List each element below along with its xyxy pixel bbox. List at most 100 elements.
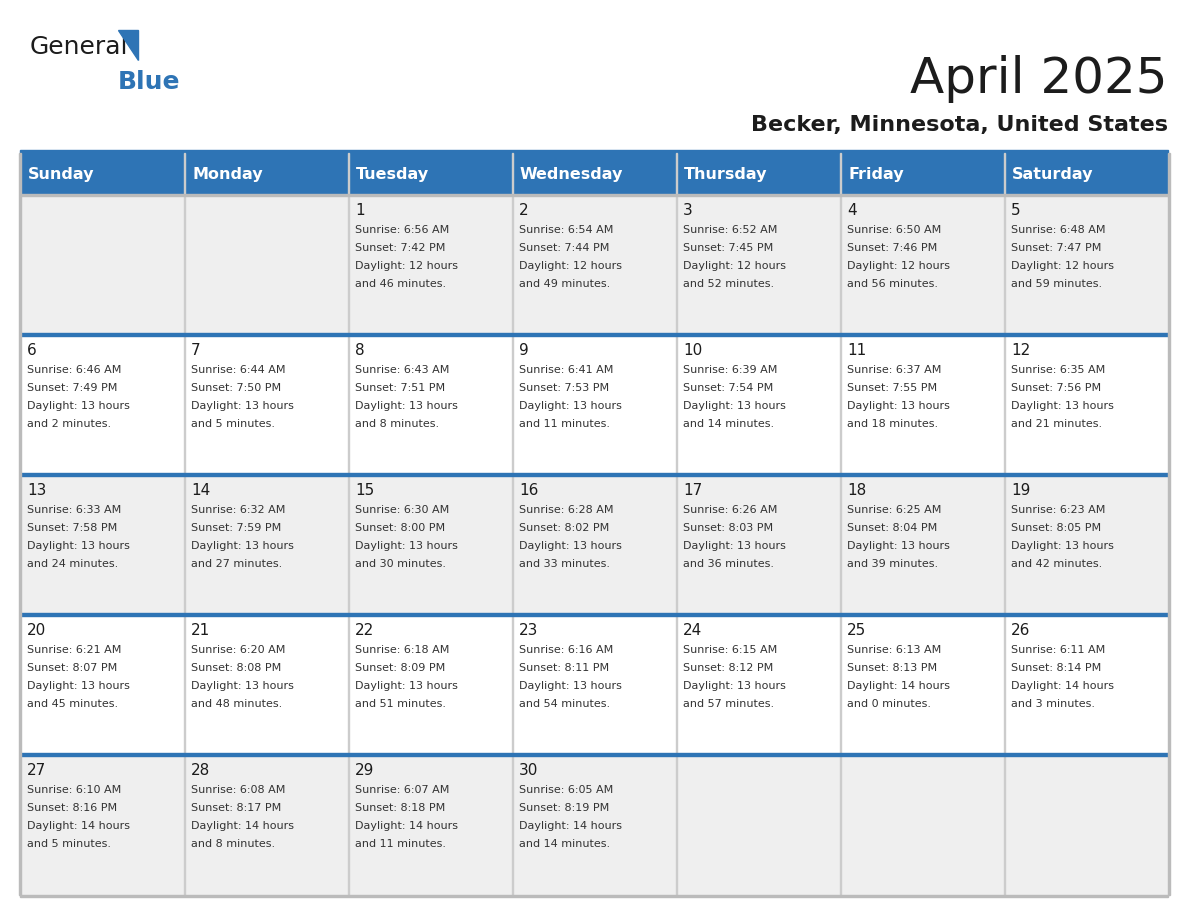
- Text: Sunrise: 6:41 AM: Sunrise: 6:41 AM: [519, 365, 613, 375]
- Text: and 39 minutes.: and 39 minutes.: [847, 559, 939, 569]
- Bar: [20, 613, 1168, 615]
- Text: 4: 4: [847, 203, 857, 218]
- Text: Sunset: 7:47 PM: Sunset: 7:47 PM: [1011, 243, 1101, 253]
- Text: Sunset: 8:09 PM: Sunset: 8:09 PM: [355, 663, 446, 673]
- Text: Sunset: 7:56 PM: Sunset: 7:56 PM: [1011, 383, 1101, 393]
- Text: Sunday: Sunday: [29, 166, 95, 182]
- Text: 1: 1: [355, 203, 365, 218]
- Text: Sunset: 7:55 PM: Sunset: 7:55 PM: [847, 383, 937, 393]
- Bar: [20, 194, 1168, 196]
- Text: Sunrise: 6:33 AM: Sunrise: 6:33 AM: [27, 505, 121, 515]
- Text: and 33 minutes.: and 33 minutes.: [519, 559, 609, 569]
- Text: and 42 minutes.: and 42 minutes.: [1011, 559, 1102, 569]
- Text: General: General: [30, 35, 128, 59]
- Bar: [1168, 153, 1169, 895]
- Text: Sunset: 7:49 PM: Sunset: 7:49 PM: [27, 383, 118, 393]
- Text: Sunrise: 6:35 AM: Sunrise: 6:35 AM: [1011, 365, 1105, 375]
- Text: Sunset: 7:45 PM: Sunset: 7:45 PM: [683, 243, 773, 253]
- Text: 26: 26: [1011, 623, 1030, 638]
- Text: and 56 minutes.: and 56 minutes.: [847, 279, 939, 289]
- Text: 8: 8: [355, 343, 365, 358]
- Text: Daylight: 12 hours: Daylight: 12 hours: [1011, 261, 1114, 271]
- Text: Sunrise: 6:18 AM: Sunrise: 6:18 AM: [355, 645, 449, 655]
- Text: Daylight: 13 hours: Daylight: 13 hours: [191, 541, 293, 551]
- Text: Daylight: 14 hours: Daylight: 14 hours: [191, 821, 293, 831]
- Text: Sunrise: 6:46 AM: Sunrise: 6:46 AM: [27, 365, 121, 375]
- Text: and 21 minutes.: and 21 minutes.: [1011, 419, 1102, 429]
- Text: Sunset: 8:14 PM: Sunset: 8:14 PM: [1011, 663, 1101, 673]
- Text: Sunrise: 6:28 AM: Sunrise: 6:28 AM: [519, 505, 613, 515]
- Text: Sunset: 7:53 PM: Sunset: 7:53 PM: [519, 383, 609, 393]
- Text: Daylight: 13 hours: Daylight: 13 hours: [27, 401, 129, 411]
- Text: Daylight: 13 hours: Daylight: 13 hours: [683, 681, 786, 691]
- Text: 2: 2: [519, 203, 529, 218]
- Text: and 46 minutes.: and 46 minutes.: [355, 279, 447, 289]
- Text: Sunset: 7:46 PM: Sunset: 7:46 PM: [847, 243, 937, 253]
- Text: Daylight: 13 hours: Daylight: 13 hours: [355, 541, 457, 551]
- Bar: [20, 335, 1168, 475]
- Text: Daylight: 14 hours: Daylight: 14 hours: [27, 821, 129, 831]
- Text: and 52 minutes.: and 52 minutes.: [683, 279, 775, 289]
- Text: Sunset: 8:13 PM: Sunset: 8:13 PM: [847, 663, 937, 673]
- Polygon shape: [118, 30, 138, 60]
- Text: and 11 minutes.: and 11 minutes.: [519, 419, 609, 429]
- Text: and 5 minutes.: and 5 minutes.: [27, 839, 110, 849]
- Text: 22: 22: [355, 623, 374, 638]
- Text: and 18 minutes.: and 18 minutes.: [847, 419, 939, 429]
- Bar: [20, 153, 1168, 195]
- Text: 16: 16: [519, 483, 538, 498]
- Text: Sunrise: 6:54 AM: Sunrise: 6:54 AM: [519, 225, 613, 235]
- Text: 12: 12: [1011, 343, 1030, 358]
- Text: Daylight: 13 hours: Daylight: 13 hours: [27, 681, 129, 691]
- Text: 25: 25: [847, 623, 866, 638]
- Text: Sunrise: 6:44 AM: Sunrise: 6:44 AM: [191, 365, 285, 375]
- Text: Daylight: 14 hours: Daylight: 14 hours: [1011, 681, 1114, 691]
- Text: and 8 minutes.: and 8 minutes.: [355, 419, 440, 429]
- Text: 10: 10: [683, 343, 702, 358]
- Text: Sunset: 8:02 PM: Sunset: 8:02 PM: [519, 523, 609, 533]
- Text: Sunset: 7:59 PM: Sunset: 7:59 PM: [191, 523, 282, 533]
- Bar: [20, 755, 1168, 895]
- Text: Sunset: 7:50 PM: Sunset: 7:50 PM: [191, 383, 282, 393]
- Text: Becker, Minnesota, United States: Becker, Minnesota, United States: [751, 115, 1168, 135]
- Text: Sunset: 8:08 PM: Sunset: 8:08 PM: [191, 663, 282, 673]
- Text: 11: 11: [847, 343, 866, 358]
- Bar: [20, 195, 1168, 335]
- Text: Daylight: 14 hours: Daylight: 14 hours: [355, 821, 459, 831]
- Bar: [20, 475, 1168, 615]
- Text: 28: 28: [191, 763, 210, 778]
- Text: Sunrise: 6:08 AM: Sunrise: 6:08 AM: [191, 785, 285, 795]
- Text: 15: 15: [355, 483, 374, 498]
- Text: and 30 minutes.: and 30 minutes.: [355, 559, 446, 569]
- Text: Sunrise: 6:05 AM: Sunrise: 6:05 AM: [519, 785, 613, 795]
- Text: and 27 minutes.: and 27 minutes.: [191, 559, 283, 569]
- Text: 7: 7: [191, 343, 201, 358]
- Text: Daylight: 13 hours: Daylight: 13 hours: [355, 681, 457, 691]
- Text: and 54 minutes.: and 54 minutes.: [519, 699, 611, 709]
- Text: Sunrise: 6:11 AM: Sunrise: 6:11 AM: [1011, 645, 1105, 655]
- Text: Friday: Friday: [848, 166, 904, 182]
- Bar: [20, 895, 1168, 897]
- Text: Sunset: 8:11 PM: Sunset: 8:11 PM: [519, 663, 609, 673]
- Text: Daylight: 13 hours: Daylight: 13 hours: [27, 541, 129, 551]
- Text: Sunset: 7:44 PM: Sunset: 7:44 PM: [519, 243, 609, 253]
- Text: Sunset: 8:03 PM: Sunset: 8:03 PM: [683, 523, 773, 533]
- Bar: [20, 753, 1168, 756]
- Text: Thursday: Thursday: [684, 166, 767, 182]
- Text: Sunrise: 6:30 AM: Sunrise: 6:30 AM: [355, 505, 449, 515]
- Text: 29: 29: [355, 763, 374, 778]
- Text: Sunset: 7:42 PM: Sunset: 7:42 PM: [355, 243, 446, 253]
- Text: Daylight: 13 hours: Daylight: 13 hours: [355, 401, 457, 411]
- Bar: [20, 333, 1168, 335]
- Bar: [19, 153, 20, 895]
- Text: Daylight: 14 hours: Daylight: 14 hours: [519, 821, 623, 831]
- Text: Daylight: 13 hours: Daylight: 13 hours: [191, 681, 293, 691]
- Text: Sunrise: 6:15 AM: Sunrise: 6:15 AM: [683, 645, 777, 655]
- Text: Sunrise: 6:07 AM: Sunrise: 6:07 AM: [355, 785, 449, 795]
- Text: 27: 27: [27, 763, 46, 778]
- Text: Sunrise: 6:56 AM: Sunrise: 6:56 AM: [355, 225, 449, 235]
- Text: Sunrise: 6:26 AM: Sunrise: 6:26 AM: [683, 505, 777, 515]
- Text: Sunset: 8:00 PM: Sunset: 8:00 PM: [355, 523, 446, 533]
- Text: Blue: Blue: [118, 70, 181, 94]
- Text: Saturday: Saturday: [1012, 166, 1093, 182]
